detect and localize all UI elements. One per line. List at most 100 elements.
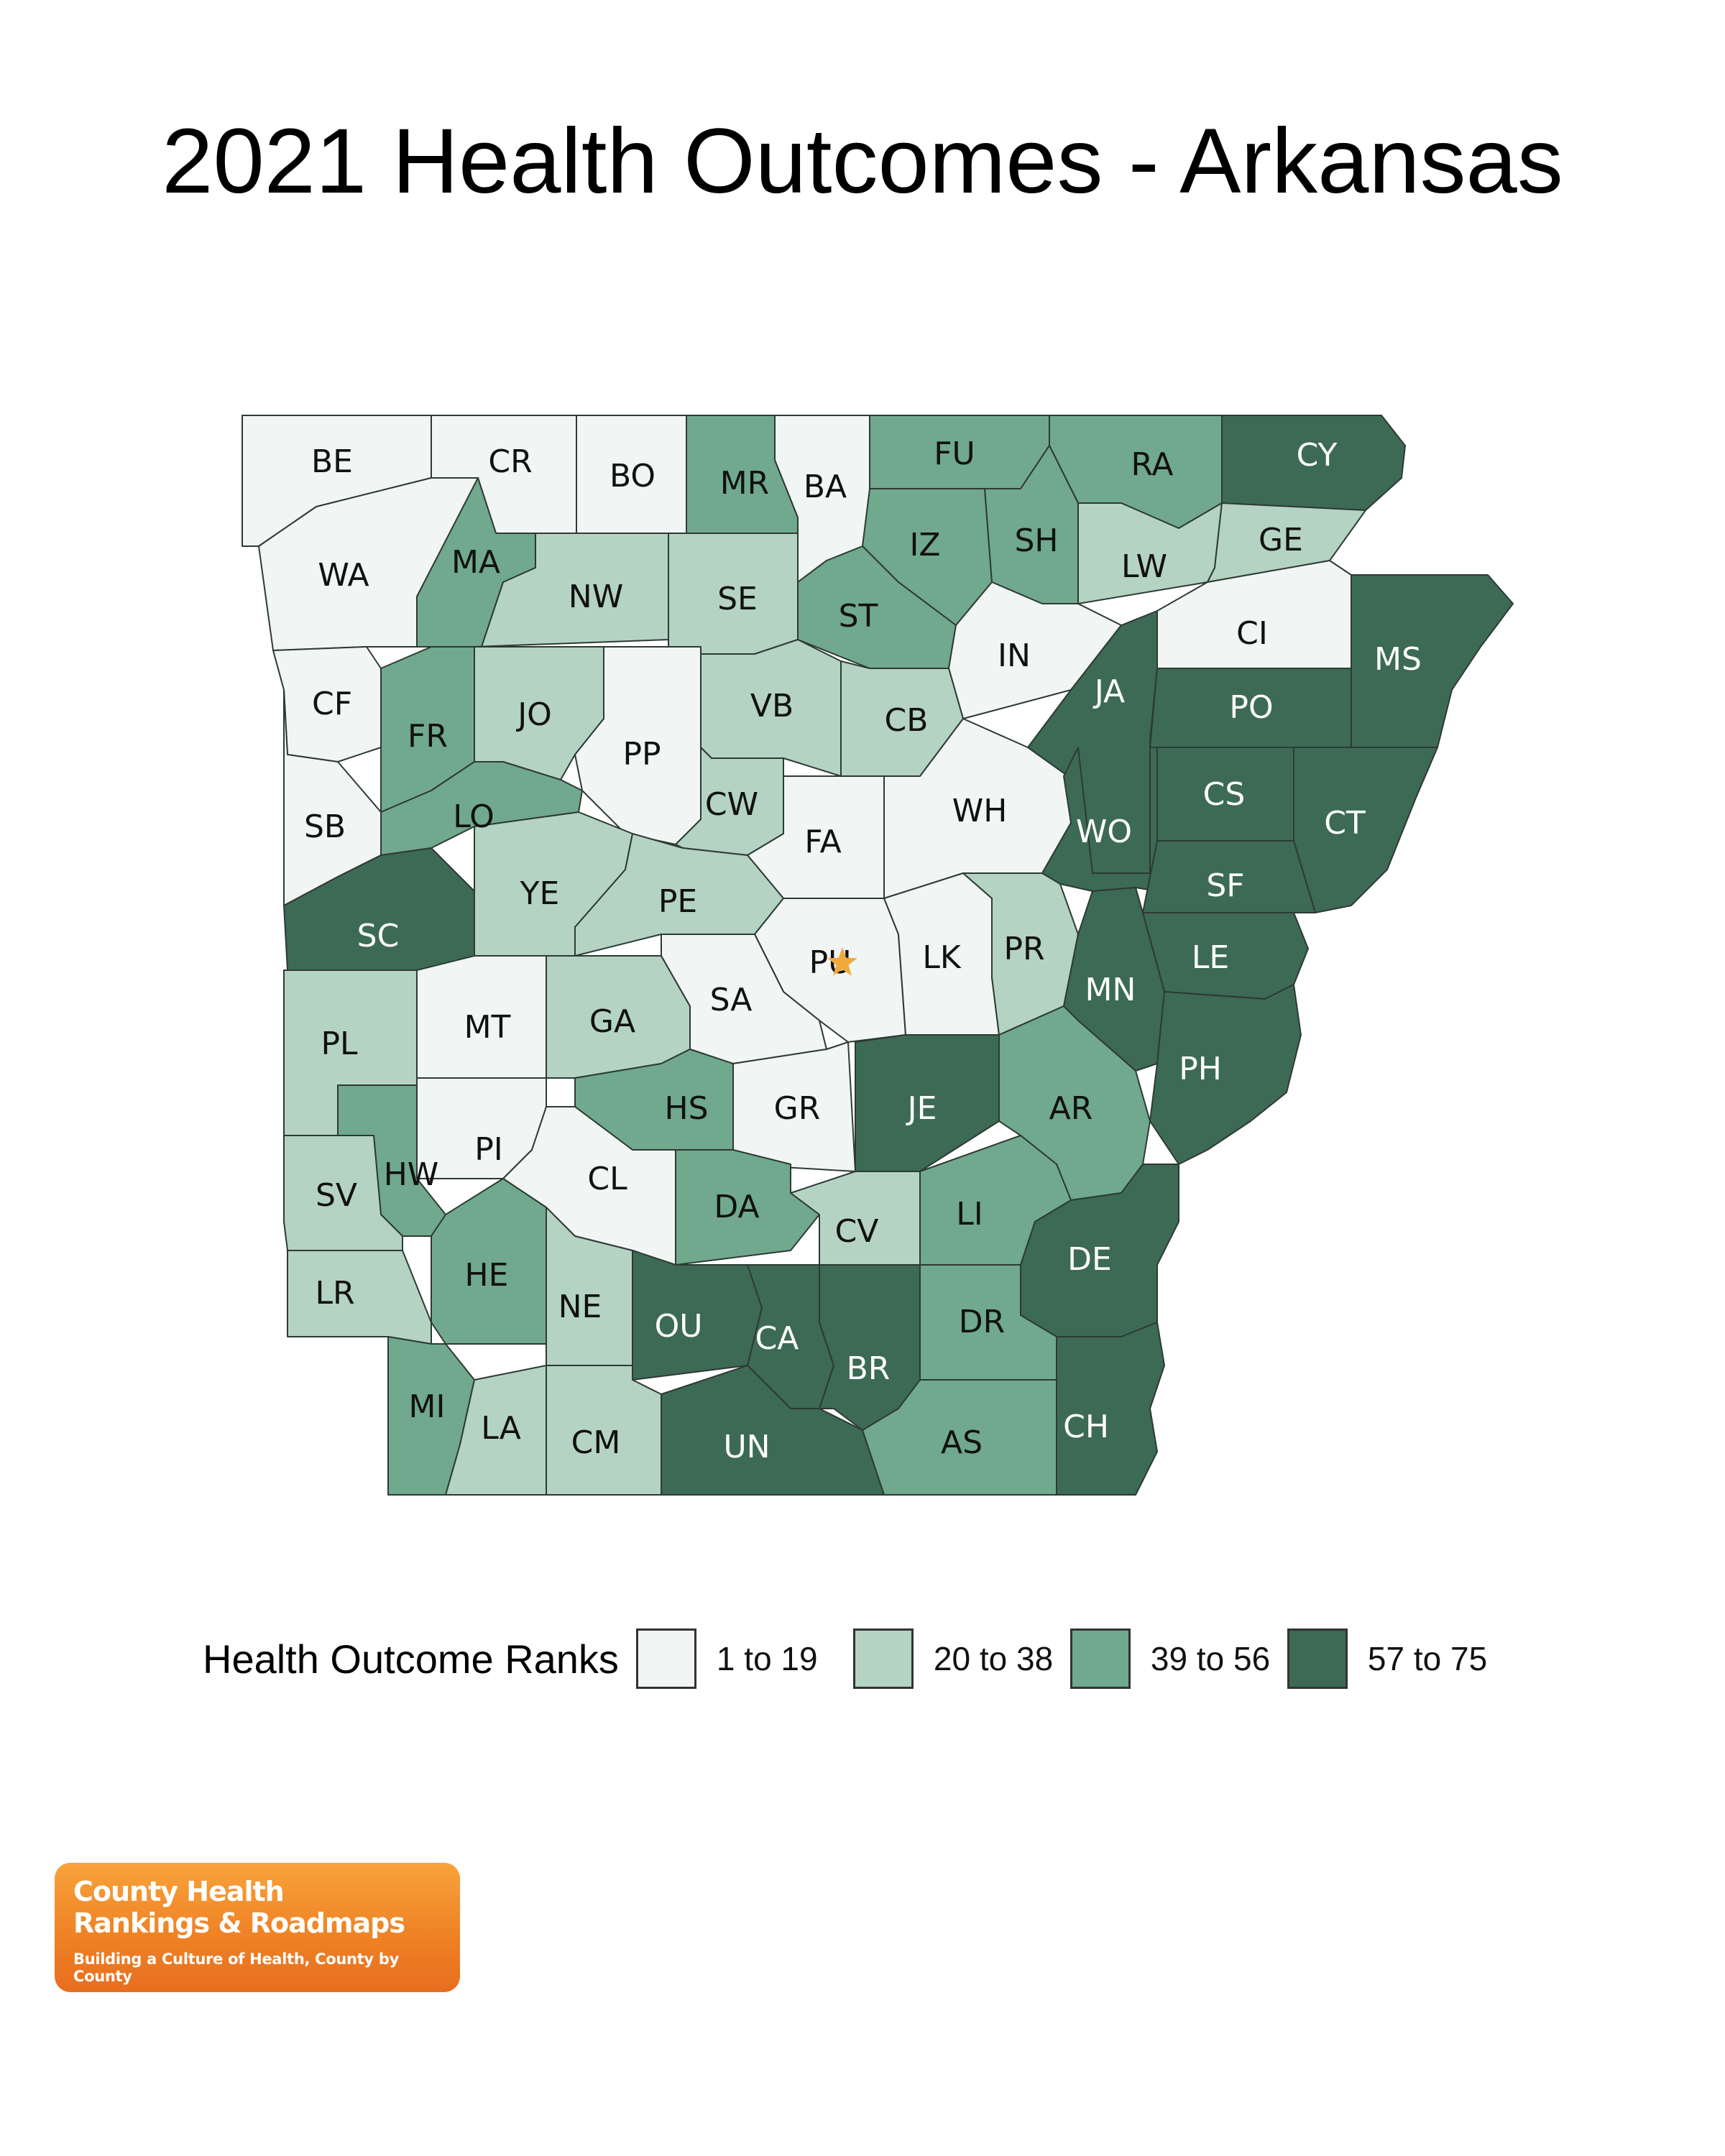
county-label-mt: MT: [464, 1009, 511, 1046]
logo-tagline: Building a Culture of Health, County by …: [73, 1950, 399, 1985]
county-gr[interactable]: [732, 1041, 856, 1172]
county-label-lk: LK: [922, 939, 962, 976]
county-health-rankings-logo[interactable]: County Health Rankings & Roadmaps Buildi…: [55, 1863, 460, 1992]
county-label-un: UN: [723, 1429, 770, 1465]
county-label-cs: CS: [1203, 776, 1246, 813]
county-label-st: ST: [839, 598, 878, 635]
county-sf[interactable]: [1142, 840, 1316, 913]
logo-line-1: County Health: [73, 1876, 285, 1907]
county-lr[interactable]: [287, 1250, 432, 1345]
county-label-sf: SF: [1206, 867, 1244, 904]
county-label-sv: SV: [316, 1177, 357, 1214]
county-label-pi: PI: [474, 1131, 503, 1168]
county-ch[interactable]: [1056, 1322, 1165, 1496]
county-label-da: DA: [714, 1189, 759, 1225]
county-label-ci: CI: [1236, 615, 1268, 652]
county-label-cy: CY: [1297, 437, 1338, 474]
county-label-ja: JA: [1092, 673, 1125, 710]
county-label-wh: WH: [952, 793, 1008, 829]
county-label-cf: CF: [312, 686, 352, 722]
county-label-fu: FU: [934, 436, 975, 472]
county-label-hs: HS: [664, 1090, 708, 1127]
legend-label-1: 1 to 19: [716, 1640, 818, 1677]
county-label-le: LE: [1192, 939, 1229, 976]
county-label-ba: BA: [804, 469, 847, 505]
county-label-cb: CB: [885, 702, 929, 739]
county-label-cw: CW: [705, 786, 758, 823]
county-la[interactable]: [445, 1365, 547, 1496]
county-label-ma: MA: [451, 544, 500, 581]
county-label-he: HE: [465, 1257, 509, 1294]
county-label-lr: LR: [315, 1275, 354, 1312]
county-label-gr: GR: [774, 1090, 821, 1127]
county-label-br: BR: [847, 1350, 891, 1387]
county-label-de: DE: [1067, 1241, 1112, 1278]
county-label-pr: PR: [1003, 931, 1044, 967]
county-label-ca: CA: [755, 1320, 799, 1357]
county-label-lw: LW: [1121, 548, 1167, 585]
county-label-sh: SH: [1014, 522, 1058, 559]
county-label-cv: CV: [835, 1213, 879, 1250]
county-label-sa: SA: [710, 982, 753, 1018]
county-label-cl: CL: [587, 1161, 627, 1197]
county-label-je: JE: [906, 1090, 937, 1127]
county-label-cm: CM: [571, 1424, 621, 1461]
county-label-mn: MN: [1085, 972, 1136, 1008]
page-title: 2021 Health Outcomes - Arkansas: [162, 110, 1563, 213]
county-label-li: LI: [956, 1196, 983, 1233]
county-label-in: IN: [998, 637, 1031, 674]
county-label-as: AS: [941, 1424, 983, 1461]
legend-label-3: 39 to 56: [1150, 1640, 1271, 1677]
county-label-sc: SC: [357, 918, 400, 954]
county-label-ye: YE: [520, 875, 560, 912]
county-label-nw: NW: [569, 579, 623, 615]
county-label-mi: MI: [409, 1388, 446, 1425]
legend-label-4: 57 to 75: [1367, 1640, 1488, 1677]
county-label-ph: PH: [1179, 1051, 1222, 1087]
legend-swatch-2: [852, 1628, 914, 1689]
county-label-sb: SB: [304, 808, 346, 845]
logo-line-2: Rankings & Roadmaps: [73, 1907, 405, 1939]
county-label-lo: LO: [453, 798, 494, 835]
county-label-dr: DR: [959, 1304, 1005, 1340]
county-label-cr: CR: [488, 443, 532, 480]
legend-item-4: 57 to 75: [1287, 1628, 1504, 1689]
county-label-po: PO: [1229, 689, 1273, 726]
legend-item-1: 1 to 19: [635, 1628, 853, 1689]
county-label-ct: CT: [1324, 805, 1366, 842]
county-label-ms: MS: [1374, 641, 1422, 678]
legend-title: Health Outcome Ranks: [203, 1636, 619, 1682]
legend-swatch-4: [1287, 1628, 1348, 1689]
legend-item-3: 39 to 56: [1070, 1628, 1287, 1689]
county-label-bo: BO: [610, 458, 656, 494]
legend-label-2: 20 to 38: [933, 1640, 1054, 1677]
county-label-se: SE: [717, 581, 758, 617]
county-label-vb: VB: [750, 688, 794, 724]
county-un[interactable]: [661, 1365, 885, 1496]
legend-swatch-3: [1070, 1628, 1131, 1689]
county-label-pl: PL: [321, 1026, 358, 1062]
county-label-pe: PE: [658, 883, 697, 920]
county-label-ar: AR: [1049, 1090, 1093, 1127]
county-sv[interactable]: [283, 1135, 403, 1251]
county-label-ou: OU: [655, 1308, 703, 1345]
county-label-fa: FA: [804, 824, 841, 860]
county-label-mr: MR: [720, 465, 770, 502]
legend-item-2: 20 to 38: [852, 1628, 1070, 1689]
county-ct[interactable]: [1293, 747, 1438, 913]
county-label-wo: WO: [1076, 814, 1132, 850]
legend-swatch-1: [635, 1628, 696, 1689]
county-label-ch: CH: [1063, 1409, 1109, 1445]
county-br[interactable]: [819, 1264, 921, 1431]
county-label-ne: NE: [558, 1289, 602, 1325]
county-label-fr: FR: [408, 718, 448, 755]
capital-star-icon: [827, 947, 857, 976]
county-label-be: BE: [311, 443, 353, 480]
county-label-iz: IZ: [909, 527, 940, 563]
county-label-ra: RA: [1131, 446, 1174, 483]
county-ph[interactable]: [1149, 984, 1302, 1165]
county-label-hw: HW: [384, 1156, 439, 1193]
county-label-wa: WA: [318, 557, 369, 594]
county-label-ge: GE: [1259, 522, 1303, 558]
